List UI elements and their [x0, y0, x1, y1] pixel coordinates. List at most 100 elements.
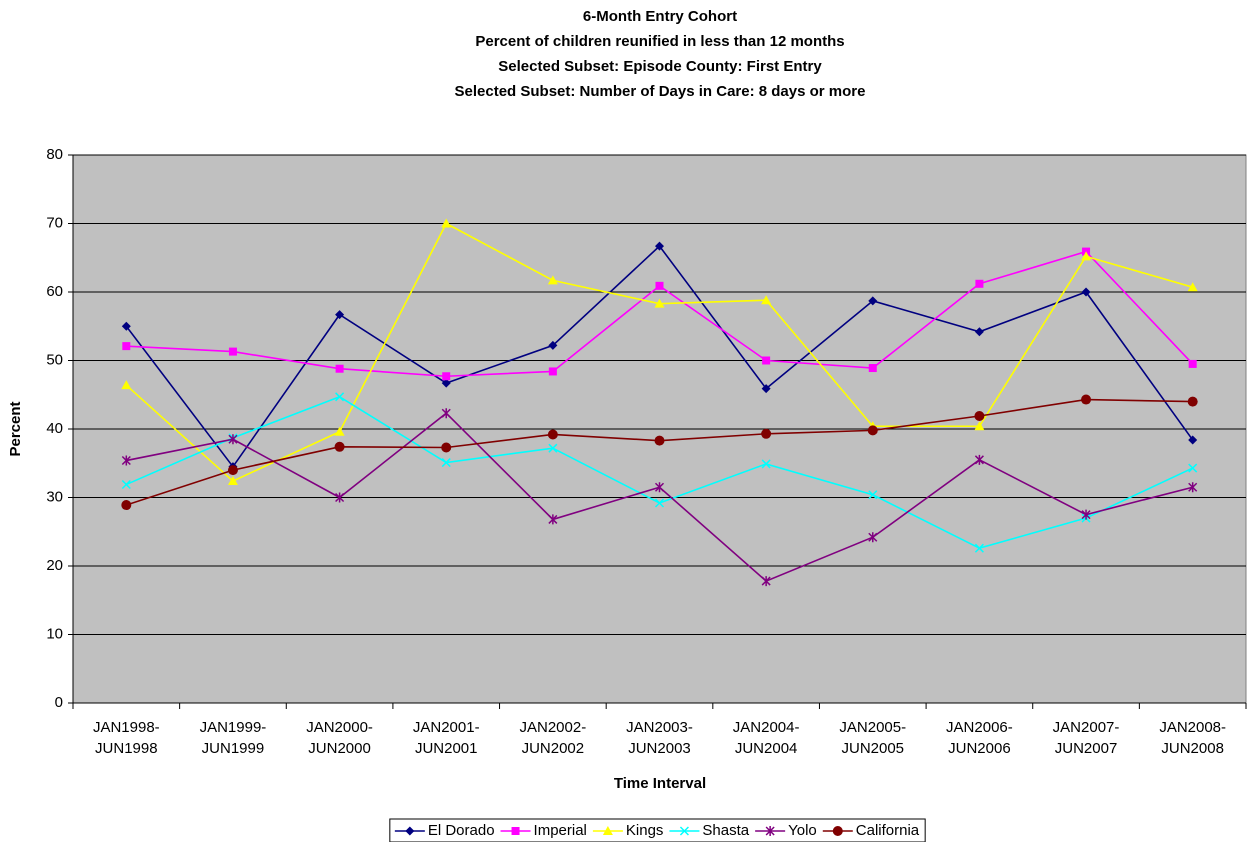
marker	[1081, 509, 1091, 520]
marker	[1081, 394, 1092, 405]
marker	[654, 435, 665, 446]
marker	[441, 442, 452, 453]
marker	[121, 479, 131, 490]
marker	[974, 421, 985, 431]
legend-label: California	[856, 822, 920, 839]
marker	[441, 378, 451, 388]
marker	[335, 492, 345, 503]
marker	[654, 498, 665, 508]
marker	[761, 576, 771, 587]
marker	[335, 310, 345, 320]
marker	[122, 342, 131, 351]
marker	[868, 296, 878, 306]
marker	[227, 465, 238, 476]
legend-box	[389, 818, 926, 842]
marker	[761, 459, 771, 469]
marker	[654, 482, 665, 493]
marker	[121, 500, 132, 511]
marker	[442, 372, 451, 381]
y-axis-label: Percent	[7, 401, 24, 456]
y-tick-label: 20	[46, 557, 63, 574]
marker	[761, 384, 771, 394]
marker	[974, 410, 985, 421]
marker	[602, 826, 613, 835]
x-axis-label: Time Interval	[614, 775, 706, 792]
marker	[548, 340, 558, 350]
marker	[548, 367, 557, 376]
marker	[655, 241, 664, 251]
marker	[548, 514, 558, 525]
chart-subtitle: Percent of children reunified in less th…	[475, 33, 844, 50]
marker	[547, 275, 558, 285]
marker	[547, 429, 558, 440]
marker	[334, 441, 345, 452]
marker	[121, 455, 131, 466]
marker	[832, 826, 843, 836]
marker	[228, 434, 238, 445]
legend-label: El Dorado	[428, 822, 495, 839]
marker	[441, 408, 451, 419]
x-tick-label: JAN2004-JUN2004	[732, 719, 800, 757]
y-tick-label: 30	[46, 488, 63, 505]
y-tick-label: 80	[46, 146, 63, 163]
marker	[121, 380, 132, 390]
marker	[868, 532, 878, 543]
legend-label: Yolo	[788, 822, 817, 839]
marker	[335, 364, 344, 373]
marker	[441, 458, 451, 468]
marker	[1187, 282, 1198, 292]
marker	[761, 295, 772, 305]
x-tick-label: JAN2007-JUN2007	[1052, 719, 1120, 757]
legend-label: Shasta	[702, 822, 749, 839]
marker	[1188, 463, 1198, 473]
legend-label: Kings	[626, 822, 664, 839]
x-tick-label: JAN2000-JUN2000	[306, 719, 373, 757]
legend-label: Imperial	[534, 822, 587, 839]
x-tick-label: JAN2003-JUN2003	[626, 719, 693, 757]
marker	[654, 298, 665, 308]
y-tick-label: 50	[46, 351, 63, 368]
marker	[121, 321, 131, 331]
y-tick-label: 10	[46, 625, 63, 642]
marker	[1188, 359, 1197, 368]
marker	[868, 364, 877, 373]
marker	[405, 826, 415, 836]
y-tick-label: 40	[46, 420, 63, 437]
x-tick-label: JAN2005-JUN2005	[839, 719, 907, 757]
chart-subtitle: Selected Subset: Number of Days in Care:…	[455, 83, 866, 100]
marker	[548, 443, 558, 453]
marker	[227, 476, 238, 486]
legend: El Dorado Imperial Kings Shasta Yolo Californ…	[389, 818, 926, 842]
marker	[974, 327, 984, 337]
marker	[228, 347, 237, 356]
marker	[974, 454, 984, 465]
marker	[867, 425, 878, 436]
x-tick-label: JAN2002-JUN2002	[519, 719, 587, 757]
marker	[334, 426, 345, 436]
chart-subtitle: Selected Subset: Episode County: First E…	[498, 58, 822, 75]
marker	[441, 218, 452, 228]
marker	[974, 543, 984, 553]
marker	[1188, 482, 1198, 493]
x-tick-label: JAN1998-JUN1998	[92, 719, 160, 757]
marker	[335, 392, 345, 402]
marker	[1081, 287, 1091, 297]
marker	[1188, 435, 1198, 445]
marker	[765, 826, 775, 836]
x-tick-label: JAN2001-JUN2001	[412, 719, 480, 757]
marker	[762, 356, 771, 365]
marker	[868, 490, 878, 500]
y-tick-label: 60	[46, 283, 63, 300]
marker	[511, 827, 520, 835]
y-tick-label: 70	[46, 214, 63, 231]
chart-title: 6-Month Entry Cohort	[583, 8, 737, 25]
x-tick-label: JAN2006-JUN2006	[946, 719, 1013, 757]
marker	[1187, 396, 1198, 407]
x-tick-label: JAN2008-JUN2008	[1159, 719, 1227, 757]
x-tick-label: JAN1999-JUN1999	[199, 719, 267, 757]
y-tick-label: 0	[55, 694, 63, 711]
marker	[975, 279, 984, 288]
marker	[761, 428, 772, 439]
